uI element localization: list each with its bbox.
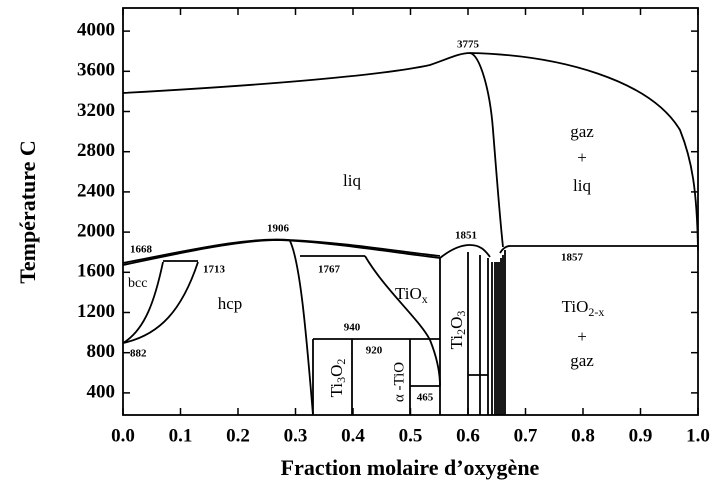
phase-label: liq <box>343 171 361 190</box>
temp-label: 940 <box>344 322 361 334</box>
y-tick-label: 1200 <box>77 301 115 322</box>
phase-label: gaz <box>570 351 594 370</box>
y-tick-label: 3600 <box>77 60 115 81</box>
x-tick-label: 0.9 <box>629 425 653 446</box>
x-tick-label: 0.7 <box>514 425 538 446</box>
x-tick-label: 0.1 <box>169 425 193 446</box>
y-tick-label: 2000 <box>77 220 115 241</box>
x-tick-label: 0.5 <box>399 425 423 446</box>
temp-label: 3775 <box>457 39 480 51</box>
x-tick-label: 0.2 <box>226 425 250 446</box>
phase-label: TiOx <box>395 284 428 306</box>
temp-label: 1713 <box>203 264 226 276</box>
x-tick-label: 0.3 <box>284 425 308 446</box>
temp-label: 465 <box>417 392 434 404</box>
y-tick-label: 2800 <box>77 140 115 161</box>
phase-boundaries <box>122 52 699 416</box>
phase-label: TiO2-x <box>562 297 605 319</box>
phase-label: Ti2O3 <box>447 311 468 350</box>
temp-label: 1906 <box>267 223 290 235</box>
y-tick-label: 2400 <box>77 180 115 201</box>
phase-label: hcp <box>218 294 243 313</box>
phase-label: + <box>577 327 587 346</box>
y-axis-label: Température C <box>15 140 40 284</box>
phase-label: liq <box>573 176 591 195</box>
temp-label: 1857 <box>561 252 584 264</box>
phase-label: bcc <box>128 276 147 291</box>
temp-label: 882 <box>130 348 147 360</box>
temp-label: 920 <box>366 345 383 357</box>
x-tick-label: 0.0 <box>111 425 135 446</box>
phase-label: Ti3O2 <box>327 359 348 398</box>
temp-label: 1767 <box>318 264 341 276</box>
x-tick-label: 0.8 <box>571 425 595 446</box>
y-tick-label: 1600 <box>77 261 115 282</box>
x-tick-label: 1.0 <box>686 425 710 446</box>
x-axis-label: Fraction molaire d’oxygène <box>281 455 540 480</box>
y-tick-label: 3200 <box>77 100 115 121</box>
temp-label: 1851 <box>455 230 477 242</box>
phase-label: gaz <box>570 122 594 141</box>
phase-label: + <box>577 148 587 167</box>
phase-label: α -TiO <box>391 362 407 402</box>
y-tick-label: 800 <box>87 341 116 362</box>
x-tick-label: 0.4 <box>341 425 365 446</box>
temp-label: 1668 <box>130 244 153 256</box>
x-tick-label: 0.6 <box>456 425 480 446</box>
y-tick-label: 400 <box>87 381 116 402</box>
y-tick-label: 4000 <box>77 19 115 40</box>
